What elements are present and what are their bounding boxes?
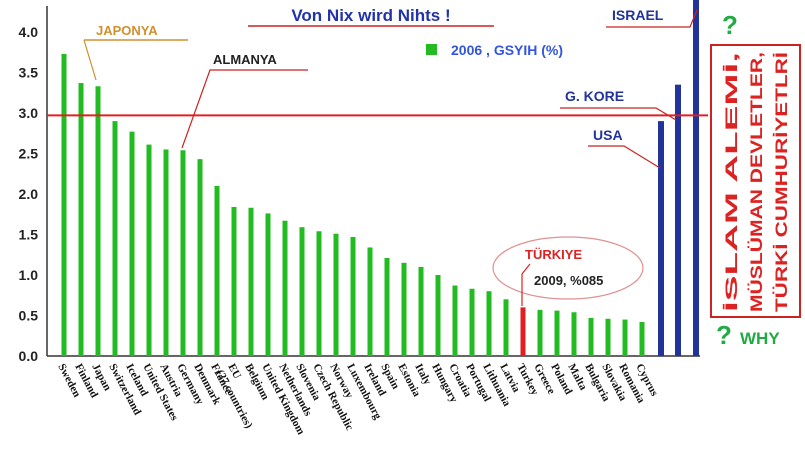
bar-slovakia [605, 318, 611, 356]
y-tick-label: 1.5 [19, 227, 39, 243]
bar-turkey [520, 307, 526, 356]
extra-bar-israel [693, 0, 699, 356]
chart-title: Von Nix wird Nihts ! [291, 6, 450, 25]
bar-latvia [503, 299, 509, 356]
y-tick-label: 4.0 [19, 24, 39, 40]
bar-poland [554, 310, 560, 356]
usa-pointer [588, 145, 661, 169]
bar-romania [622, 319, 628, 356]
bar-cyprus [639, 321, 645, 356]
bar-belgium [248, 207, 254, 356]
turkiye-ellipse [492, 236, 644, 300]
bar-finland [78, 83, 84, 356]
bar-slovenia [299, 227, 305, 356]
bar-netherlands [282, 220, 288, 356]
bar-croatia [452, 285, 458, 356]
bar-ireland [367, 247, 373, 356]
bar-iceland [129, 131, 135, 356]
annotation-israel: ISRAEL [612, 7, 664, 23]
annotation-turkiye-note: 2009, %085 [534, 273, 603, 288]
almanya-pointer [181, 69, 308, 149]
bar-lithuania [486, 291, 492, 356]
extra-bar-g-kore [675, 84, 681, 357]
side-box [710, 44, 801, 318]
bar-norway [333, 233, 339, 356]
y-tick-label: 1.0 [19, 267, 39, 283]
legend-label: 2006 , GSYIH (%) [451, 42, 563, 58]
question-mark-bottom: ? [716, 320, 732, 350]
israel-pointer [606, 9, 698, 28]
annotation-gkore: G. KORE [565, 88, 624, 104]
bar-austria [163, 149, 169, 356]
bar-united-kingdom [265, 213, 271, 356]
y-tick-label: 0.0 [19, 348, 39, 364]
why-label: WHY [740, 329, 780, 348]
bar-switzerland [112, 121, 118, 356]
y-tick-label: 0.5 [19, 308, 39, 324]
bar-eu-27-countries- [231, 206, 237, 356]
bars [61, 0, 699, 357]
bar-germany [180, 150, 186, 356]
y-tick-label: 2.0 [19, 186, 39, 202]
bar-japan [95, 86, 101, 357]
annotations: Von Nix wird Nihts ! 2006 , GSYIH (%) JAPO… [83, 6, 801, 350]
japonya-pointer [83, 39, 97, 81]
side-text-line-2: MÜSLÜMAN DEVLETLER, [747, 52, 766, 312]
y-axis-ticks: 0.0 0.5 1.0 1.5 2.0 2.5 3.0 3.5 4.0 [19, 24, 39, 364]
annotation-japonya: JAPONYA [96, 23, 158, 38]
side-text-line-1: İSLAM ALEMİ, [722, 52, 741, 312]
legend-swatch [426, 44, 437, 55]
axes [46, 6, 700, 357]
question-mark-top: ? [722, 10, 738, 40]
bar-hungary [435, 275, 441, 356]
turkiye-pointer [521, 263, 531, 306]
bar-bulgaria [588, 317, 594, 356]
bar-denmark [197, 159, 203, 356]
annotation-usa: USA [593, 127, 623, 143]
bar-luxembourg [350, 236, 356, 356]
bar-czech-republic [316, 231, 322, 356]
y-tick-label: 3.5 [19, 65, 39, 81]
side-text-line-3: TÜRKİ CUMHURİYETLRİ [772, 52, 791, 312]
x-axis-labels: SwedenFinlandJapanSwitzerlandIcelandUnit… [55, 362, 660, 437]
bar-sweden [61, 53, 67, 357]
bar-estonia [401, 262, 407, 356]
annotation-almanya: ALMANYA [213, 52, 277, 67]
gkore-pointer [560, 107, 677, 121]
extra-bar-usa [658, 121, 664, 356]
bar-malta [571, 312, 577, 356]
bar-greece [537, 309, 543, 356]
y-tick-label: 2.5 [19, 146, 39, 162]
annotation-turkiye: TÜRKIYE [525, 247, 582, 262]
bar-portugal [469, 288, 475, 356]
bar-france [214, 185, 220, 356]
bar-italy [418, 266, 424, 356]
bar-united-states [146, 144, 152, 356]
bar-spain [384, 257, 390, 356]
y-tick-label: 3.0 [19, 105, 39, 121]
